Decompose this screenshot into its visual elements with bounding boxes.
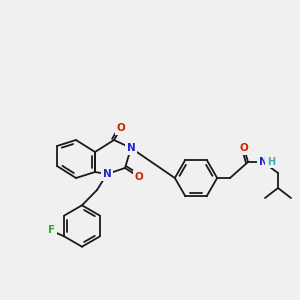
Text: O: O: [135, 172, 143, 182]
Text: H: H: [267, 157, 275, 167]
Text: F: F: [48, 225, 56, 235]
Text: N: N: [259, 157, 267, 167]
Text: O: O: [240, 143, 248, 153]
Text: N: N: [127, 143, 135, 153]
Text: N: N: [103, 169, 111, 179]
Text: O: O: [117, 123, 125, 133]
